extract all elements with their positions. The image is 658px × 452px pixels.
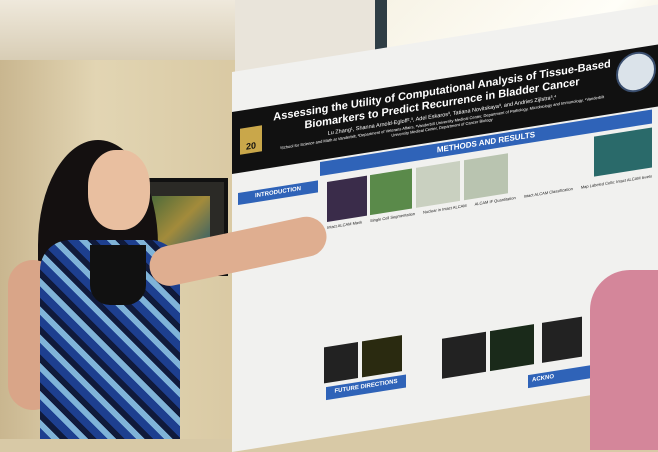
microscopy-image <box>327 175 367 222</box>
vanderbilt-logo: 20 <box>240 125 262 155</box>
presenter-face <box>88 150 150 230</box>
microscopy-image <box>370 168 412 216</box>
section-intro: INTRODUCTION <box>238 180 318 206</box>
microscopy-image <box>542 316 582 363</box>
microscopy-image <box>324 342 358 384</box>
viewer-sleeve <box>590 270 658 450</box>
presenter-top <box>90 245 146 305</box>
microscopy-image <box>464 153 508 201</box>
microscopy-image <box>490 324 534 372</box>
badge-number: 20 <box>245 140 256 152</box>
microscopy-image <box>416 160 460 208</box>
figure-label: Intact ALCAM Classification <box>523 186 573 199</box>
figure-label: Map Labeled Cells: Intact ALCAM levels <box>580 173 652 190</box>
microscopy-image <box>362 335 402 378</box>
microscopy-image <box>594 127 652 177</box>
microscopy-image <box>442 331 486 379</box>
section-ackno: ACKNO <box>528 364 592 389</box>
